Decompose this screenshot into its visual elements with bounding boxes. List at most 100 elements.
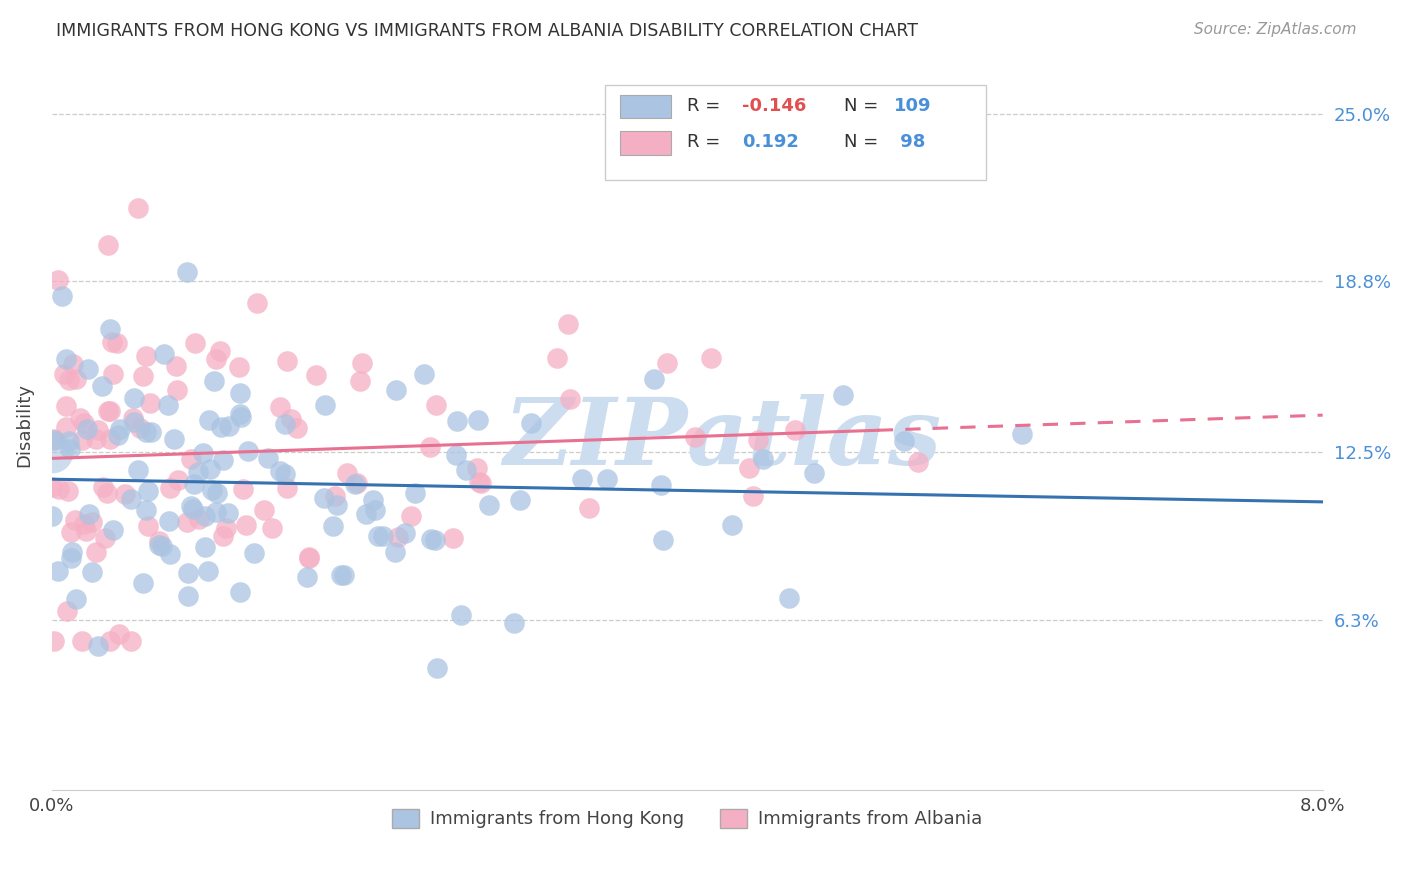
Point [194,540,217,554]
Point [91,480,114,494]
Point [465,461,488,475]
Text: 98: 98 [894,133,925,151]
Point [70,634,93,648]
Point [98,432,121,446]
Point [503,615,526,630]
Point [419,532,441,546]
Bar [620,95,671,118]
Point [80,515,103,529]
Point [72,516,94,531]
Point [41,480,63,494]
Point [65,372,87,386]
Point [56,483,79,498]
Point [134,349,156,363]
Point [56,604,79,618]
Point [425,398,447,412]
Point [136,484,159,499]
Point [297,570,319,584]
Point [721,517,744,532]
Point [132,368,155,383]
Point [273,467,295,482]
Point [69,411,91,425]
Point [235,517,257,532]
Point [53,367,76,381]
Point [181,501,204,516]
Point [163,432,186,446]
Point [332,567,354,582]
Point [76,421,98,435]
Point [101,368,124,382]
Point [82,566,104,580]
Point [323,489,346,503]
Point [197,413,219,427]
Point [48,482,70,496]
Point [352,356,374,370]
Point [135,503,157,517]
Point [218,418,240,433]
Point [385,384,408,398]
Point [77,361,100,376]
Point [404,486,426,500]
Text: -0.146: -0.146 [742,96,806,114]
Point [46,564,69,578]
Point [803,467,825,481]
Point [98,634,121,648]
Point [87,423,110,437]
Text: ZIP: ZIP [503,394,688,484]
Point [194,509,217,524]
Point [322,519,344,533]
Point [907,455,929,469]
Point [91,379,114,393]
Point [59,442,82,457]
Point [166,383,188,397]
Point [478,498,501,512]
Legend: Immigrants from Hong Kong, Immigrants from Albania: Immigrants from Hong Kong, Immigrants fr… [385,802,990,836]
Point [349,374,371,388]
Point [65,592,87,607]
Point [467,413,489,427]
Point [120,634,142,648]
Point [122,416,145,430]
Point [354,507,377,521]
Text: 109: 109 [894,96,932,114]
Point [98,321,121,335]
Point [546,351,568,365]
Point [107,428,129,442]
Point [655,356,678,370]
Point [412,367,434,381]
Point [153,347,176,361]
Point [346,475,368,490]
Point [509,493,531,508]
Point [269,401,291,415]
Point [176,515,198,529]
Point [783,423,806,437]
Point [127,202,149,216]
Point [229,407,252,421]
Point [180,499,202,513]
Point [752,451,775,466]
Point [41,445,63,459]
Point [177,566,200,580]
Text: 0.192: 0.192 [742,133,799,151]
Point [191,446,214,460]
Point [201,483,224,498]
Point [101,334,124,349]
Point [831,388,853,402]
Point [75,524,97,539]
Point [423,533,446,548]
Point [363,503,385,517]
Point [443,531,465,545]
Point [58,373,80,387]
Point [139,395,162,409]
Point [450,608,472,623]
Point [205,352,228,367]
Point [326,498,349,512]
Point [399,509,422,524]
Point [212,529,235,543]
Text: Source: ZipAtlas.com: Source: ZipAtlas.com [1194,22,1357,37]
Point [229,410,252,425]
Y-axis label: Disability: Disability [15,383,32,467]
Point [454,463,477,477]
Point [336,466,359,480]
Point [229,584,252,599]
